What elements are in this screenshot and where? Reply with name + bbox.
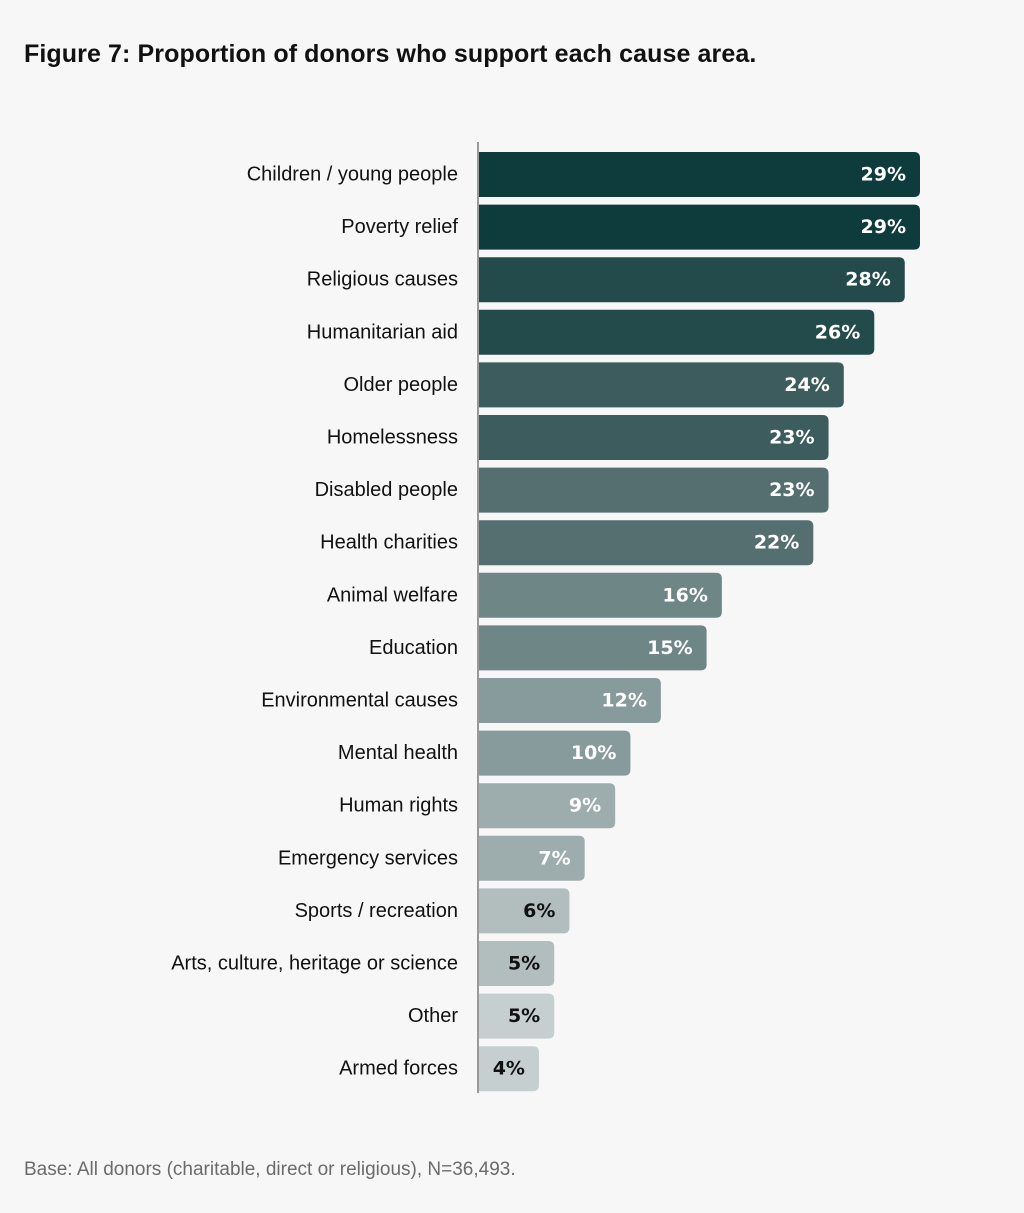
value-label: 4% bbox=[493, 1058, 525, 1080]
value-label: 16% bbox=[662, 584, 707, 606]
value-label: 7% bbox=[538, 847, 570, 869]
category-label: Armed forces bbox=[339, 1058, 458, 1080]
bar bbox=[478, 835, 585, 881]
value-label: 6% bbox=[523, 900, 555, 922]
bar bbox=[478, 783, 616, 829]
value-label: 15% bbox=[647, 637, 692, 659]
category-label: Religious causes bbox=[307, 269, 458, 291]
value-label: 23% bbox=[769, 479, 814, 501]
category-label: Poverty relief bbox=[341, 216, 458, 238]
value-label: 29% bbox=[861, 216, 906, 238]
category-label: Sports / recreation bbox=[295, 900, 458, 922]
value-label: 29% bbox=[861, 164, 906, 186]
category-label: Older people bbox=[343, 374, 458, 396]
bar bbox=[478, 888, 570, 934]
category-label: Human rights bbox=[339, 795, 458, 817]
bar bbox=[478, 730, 631, 776]
value-label: 28% bbox=[845, 269, 890, 291]
bars-group: Children / young people 29% Poverty relief… bbox=[171, 152, 920, 1092]
bar bbox=[478, 625, 707, 671]
value-label: 5% bbox=[508, 1005, 540, 1027]
category-label: Health charities bbox=[320, 532, 458, 554]
bar bbox=[478, 415, 829, 460]
category-label: Education bbox=[369, 637, 458, 659]
base-footnote: Base: All donors (charitable, direct or … bbox=[24, 1159, 516, 1180]
bar bbox=[478, 152, 920, 197]
category-label: Emergency services bbox=[278, 847, 458, 869]
category-label: Disabled people bbox=[315, 479, 458, 501]
bar bbox=[478, 204, 920, 250]
value-label: 9% bbox=[569, 795, 601, 817]
bar bbox=[478, 572, 722, 618]
bar bbox=[478, 993, 555, 1039]
chart-title: Figure 7: Proportion of donors who suppo… bbox=[24, 40, 757, 68]
bar bbox=[478, 1046, 539, 1092]
category-label: Homelessness bbox=[327, 427, 458, 449]
category-label: Other bbox=[408, 1005, 458, 1027]
bar bbox=[478, 520, 814, 566]
bar bbox=[478, 678, 661, 723]
category-label: Environmental causes bbox=[261, 690, 458, 712]
category-label: Humanitarian aid bbox=[307, 321, 458, 343]
bar bbox=[478, 362, 844, 408]
category-label: Animal welfare bbox=[327, 584, 458, 606]
value-label: 22% bbox=[754, 532, 799, 554]
bar bbox=[478, 309, 875, 355]
category-label: Children / young people bbox=[247, 164, 458, 186]
value-label: 5% bbox=[508, 953, 540, 975]
value-label: 23% bbox=[769, 427, 814, 449]
bar bbox=[478, 941, 555, 986]
bar bbox=[478, 257, 905, 303]
category-label: Arts, culture, heritage or science bbox=[171, 953, 458, 975]
bar bbox=[478, 467, 829, 513]
category-label: Mental health bbox=[338, 742, 458, 764]
value-label: 24% bbox=[784, 374, 829, 396]
value-label: 12% bbox=[601, 690, 646, 712]
value-label: 10% bbox=[571, 742, 616, 764]
value-label: 26% bbox=[815, 321, 860, 343]
